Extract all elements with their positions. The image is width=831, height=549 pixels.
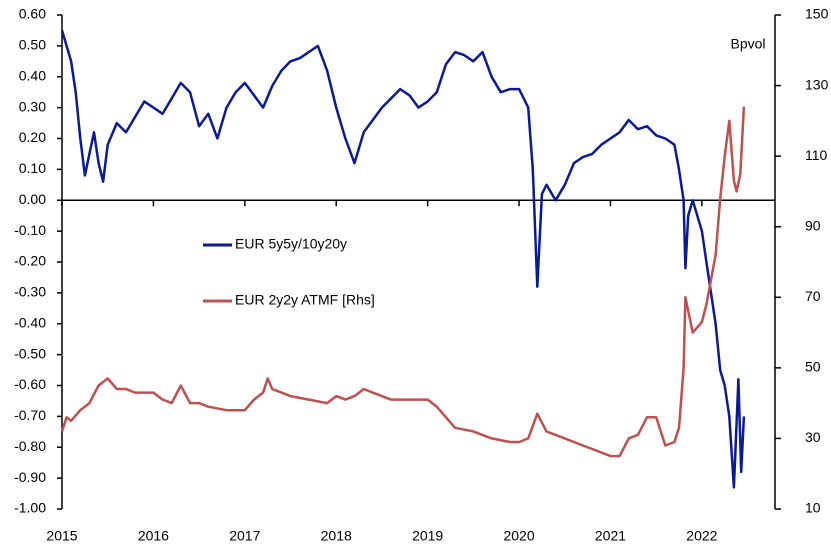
x-tick-label: 2015 [46, 528, 77, 544]
y2-tick-label: 10 [805, 500, 821, 516]
x-tick-label: 2016 [138, 528, 169, 544]
x-tick-label: 2019 [412, 528, 443, 544]
y-tick-label: -0.10 [14, 222, 46, 238]
series-line [60, 106, 746, 458]
x-tick-label: 2017 [229, 528, 260, 544]
y-tick-label: 0.50 [19, 37, 46, 53]
x-tick-label: 2021 [595, 528, 626, 544]
y2-tick-label: 130 [805, 76, 829, 92]
y-tick-label: 0.00 [19, 191, 46, 207]
legend-label: EUR 2y2y ATMF [Rhs] [235, 292, 375, 308]
y2-tick-label: 30 [805, 429, 821, 445]
y-tick-label: 0.60 [19, 6, 46, 22]
y-tick-label: -0.20 [14, 253, 46, 269]
y2-tick-label: 90 [805, 217, 821, 233]
x-tick-label: 2022 [686, 528, 717, 544]
y-tick-label: -0.80 [14, 438, 46, 454]
series-line [60, 30, 746, 489]
x-tick-label: 2020 [503, 528, 534, 544]
y-tick-label: -0.50 [14, 345, 46, 361]
y-tick-label: -0.70 [14, 407, 46, 423]
y-tick-label: -1.00 [14, 500, 46, 516]
y-tick-label: 0.20 [19, 129, 46, 145]
y-tick-label: -0.90 [14, 469, 46, 485]
y2-tick-label: 150 [805, 6, 829, 22]
y-tick-label: -0.40 [14, 314, 46, 330]
y-tick-label: 0.40 [19, 67, 46, 83]
y2-tick-label: 70 [805, 288, 821, 304]
y-tick-label: 0.30 [19, 98, 46, 114]
legend-label: EUR 5y5y/10y20y [235, 236, 347, 252]
x-tick-label: 2018 [321, 528, 352, 544]
y-tick-label: 0.10 [19, 160, 46, 176]
annotation: Bpvol [730, 36, 765, 52]
y-tick-label: -0.60 [14, 376, 46, 392]
y2-tick-label: 110 [805, 147, 828, 163]
y2-tick-label: 50 [805, 359, 821, 375]
y-tick-label: -0.30 [14, 284, 46, 300]
